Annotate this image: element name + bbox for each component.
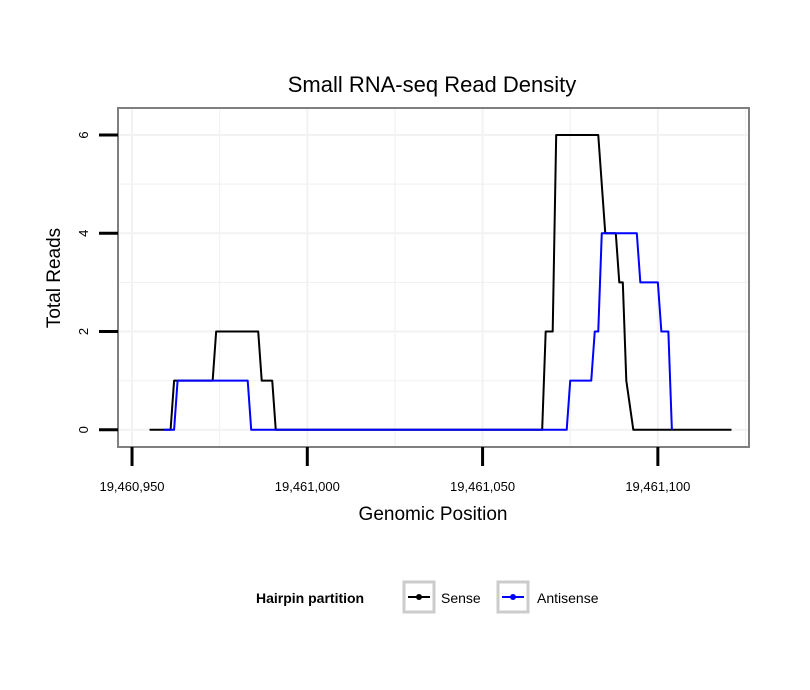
- plot-panel-border: [117, 107, 750, 448]
- y-tick-label: 4: [76, 230, 91, 237]
- legend-item-antisense: Antisense: [496, 580, 599, 614]
- y-tick-label: 2: [76, 328, 91, 335]
- legend-point-antisense: [510, 594, 516, 600]
- legend-label-antisense: Antisense: [537, 590, 599, 606]
- chart-title: Small RNA-seq Read Density: [288, 72, 577, 97]
- legend: Hairpin partition Sense Antisense: [256, 580, 599, 614]
- grid-lines: [118, 108, 749, 447]
- x-tick-label: 19,461,000: [275, 479, 340, 494]
- x-axis-title: Genomic Position: [359, 504, 508, 525]
- series-line-antisense: [163, 232, 673, 431]
- y-axis: 0 2 4 6: [76, 131, 118, 433]
- series-line-sense: [149, 134, 732, 431]
- y-axis-title: Total Reads: [44, 228, 65, 328]
- legend-item-sense: Sense: [402, 580, 481, 614]
- y-tick-label: 0: [76, 426, 91, 433]
- series-lines: [149, 134, 732, 431]
- legend-title: Hairpin partition: [256, 590, 364, 606]
- x-tick-label: 19,461,100: [625, 479, 690, 494]
- x-tick-label: 19,461,050: [450, 479, 515, 494]
- x-axis: 19,460,950 19,461,000 19,461,050 19,461,100: [99, 447, 690, 494]
- y-tick-label: 6: [76, 131, 91, 138]
- x-tick-label: 19,460,950: [99, 479, 164, 494]
- legend-point-sense: [416, 594, 422, 600]
- legend-label-sense: Sense: [441, 590, 481, 606]
